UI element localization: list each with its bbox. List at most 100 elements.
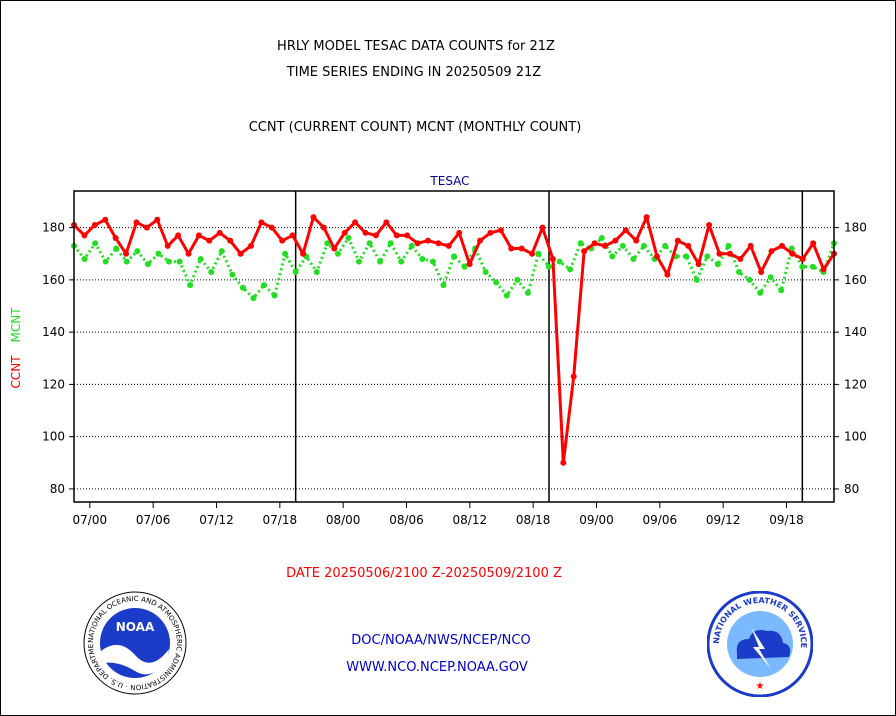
data-point-ccnt — [601, 242, 608, 249]
data-point-ccnt — [456, 229, 463, 236]
data-point-ccnt — [820, 266, 827, 273]
data-point-mcnt — [736, 269, 742, 276]
data-point-mcnt — [704, 253, 711, 260]
data-point-ccnt — [497, 227, 504, 234]
data-point-ccnt — [123, 250, 130, 257]
data-point-mcnt — [767, 274, 774, 281]
data-point-mcnt — [567, 266, 574, 273]
data-point-ccnt — [591, 240, 598, 247]
data-point-mcnt — [577, 240, 584, 247]
x-tick-label: 08/18 — [516, 513, 551, 527]
data-point-ccnt — [612, 237, 619, 244]
data-point-ccnt — [258, 219, 265, 226]
data-point-mcnt — [630, 255, 637, 262]
data-point-ccnt — [716, 250, 723, 257]
data-point-mcnt — [166, 258, 172, 265]
data-point-mcnt — [788, 245, 795, 252]
series-layer — [71, 214, 837, 466]
data-point-mcnt — [757, 289, 764, 296]
data-point-mcnt — [334, 250, 341, 257]
data-point-ccnt — [445, 242, 452, 249]
data-point-ccnt — [164, 242, 171, 249]
date-range: DATE 20250506/2100 Z-20250509/2100 Z — [286, 566, 562, 581]
series-line-mcnt — [72, 236, 836, 300]
data-point-ccnt — [664, 271, 671, 278]
data-point-ccnt — [175, 232, 182, 239]
chart-title: HRLY MODEL TESAC DATA COUNTS for 21Z — [277, 39, 555, 54]
noaa-logo-label: NOAA — [116, 620, 155, 634]
data-point-ccnt — [737, 255, 744, 262]
data-point-mcnt — [451, 253, 457, 260]
data-point-mcnt — [176, 258, 183, 265]
data-point-mcnt — [102, 258, 109, 265]
data-point-ccnt — [289, 232, 296, 239]
data-point-mcnt — [503, 292, 510, 299]
x-tick-label: 07/00 — [73, 513, 108, 527]
data-point-mcnt — [440, 282, 447, 289]
data-point-ccnt — [247, 242, 254, 249]
y-axis-label-ccnt: CCNT — [9, 355, 23, 389]
y-tick-label-right: 180 — [844, 221, 867, 235]
data-point-ccnt — [383, 219, 390, 226]
data-point-mcnt — [282, 250, 289, 257]
data-point-mcnt — [292, 269, 299, 276]
data-point-ccnt — [112, 235, 119, 242]
data-point-mcnt — [92, 240, 99, 247]
x-tick-label: 09/12 — [706, 513, 741, 527]
tick-layer: 80 80 100 100 120 120 140 140 160 160 180 180 07/00 0… — [42, 221, 867, 527]
y-tick-label: 100 — [42, 430, 65, 444]
data-point-mcnt — [81, 255, 88, 262]
data-point-mcnt — [239, 284, 246, 291]
data-point-ccnt — [518, 245, 525, 252]
y-tick-label: 180 — [42, 221, 65, 235]
data-point-mcnt — [387, 240, 394, 247]
y-tick-label-right: 140 — [844, 325, 867, 339]
data-point-ccnt — [747, 242, 754, 249]
y-tick-label: 140 — [42, 325, 65, 339]
x-tick-label: 08/00 — [326, 513, 361, 527]
data-point-mcnt — [144, 261, 151, 268]
data-point-mcnt — [524, 289, 531, 296]
data-point-ccnt — [352, 219, 359, 226]
data-point-mcnt — [609, 253, 616, 260]
footer-org-path[interactable]: DOC/NOAA/NWS/NCEP/NCO — [351, 633, 531, 648]
y-tick-label: 160 — [42, 273, 65, 287]
data-point-mcnt — [725, 242, 732, 249]
data-point-mcnt — [493, 279, 500, 286]
data-point-ccnt — [143, 224, 150, 231]
panel-title: TESAC — [429, 174, 469, 188]
data-point-ccnt — [570, 373, 577, 380]
x-tick-label: 09/18 — [769, 513, 804, 527]
data-point-mcnt — [155, 250, 162, 257]
data-point-ccnt — [706, 221, 713, 228]
data-point-mcnt — [535, 250, 542, 257]
data-point-ccnt — [477, 237, 484, 244]
data-point-mcnt — [514, 276, 521, 283]
x-tick-label: 07/18 — [263, 513, 298, 527]
data-point-ccnt — [654, 253, 661, 260]
data-point-ccnt — [404, 232, 411, 239]
data-point-ccnt — [310, 214, 317, 221]
data-point-mcnt — [271, 292, 278, 299]
data-point-ccnt — [539, 224, 546, 231]
data-point-mcnt — [313, 269, 320, 276]
data-point-ccnt — [237, 250, 244, 257]
data-point-ccnt — [81, 232, 88, 239]
data-point-ccnt — [581, 248, 588, 255]
data-point-mcnt — [356, 258, 362, 265]
data-point-ccnt — [789, 250, 796, 257]
svg-text:★: ★ — [756, 681, 765, 692]
x-tick-label: 07/12 — [199, 513, 234, 527]
data-point-mcnt — [366, 240, 373, 247]
y-tick-label: 80 — [50, 482, 65, 496]
data-point-mcnt — [208, 269, 215, 276]
data-point-ccnt — [549, 255, 556, 262]
data-point-ccnt — [622, 227, 629, 234]
data-point-mcnt — [461, 263, 468, 270]
footer-website[interactable]: WWW.NCO.NCEP.NOAA.GOV — [346, 660, 528, 675]
data-point-ccnt — [268, 224, 275, 231]
data-point-ccnt — [424, 237, 431, 244]
y-tick-label: 120 — [42, 377, 65, 391]
data-point-mcnt — [641, 242, 647, 249]
